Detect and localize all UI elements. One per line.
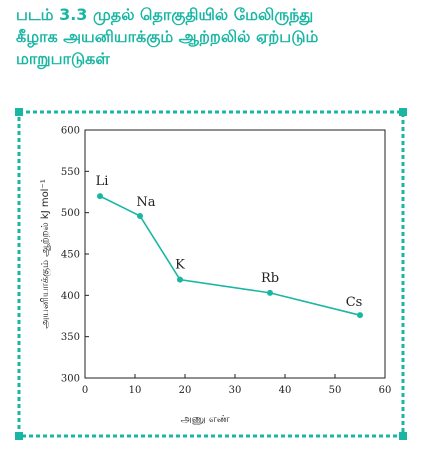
x-tick-label: 10	[129, 385, 142, 396]
frame-corner-tl	[15, 108, 23, 116]
y-axis-title: அயனியாக்கும் ஆற்றல் kJ mol⁻¹	[40, 179, 52, 328]
caption-line-1: படம் 3.3 முதல் தொகுதியில் மேலிருந்து	[16, 5, 314, 24]
x-tick-label: 20	[179, 385, 192, 396]
data-point	[97, 193, 103, 200]
data-point	[137, 212, 143, 219]
frame-corner-bl	[15, 432, 23, 440]
y-tick-label: 600	[61, 126, 80, 137]
x-tick-label: 50	[329, 385, 342, 396]
y-tick-label: 550	[61, 167, 80, 178]
data-point	[357, 312, 363, 319]
data-point	[267, 289, 273, 296]
caption-line-2: கீழாக அயனியாக்கும் ஆற்றலில் ஏற்படும்	[16, 27, 319, 46]
y-axis: 300 350 400 450 500 550 600	[61, 126, 89, 385]
point-label: Li	[96, 174, 109, 189]
x-tick-label: 40	[279, 385, 292, 396]
y-tick-label: 450	[61, 250, 80, 261]
figure-caption: படம் 3.3 முதல் தொகுதியில் மேலிருந்து கீழ…	[16, 4, 416, 70]
y-tick-label: 300	[61, 374, 80, 385]
frame-corner-tr	[399, 108, 407, 116]
y-tick-label: 500	[61, 208, 80, 219]
x-axis: 0 10 20 30 40 50 60	[82, 374, 392, 396]
point-label: Cs	[346, 295, 363, 310]
data-points	[97, 193, 363, 319]
y-tick-label: 350	[61, 332, 80, 343]
x-tick-label: 60	[379, 385, 392, 396]
point-label: Rb	[261, 271, 279, 286]
plot-border	[84, 129, 386, 379]
plot-area: 300 350 400 450 500 550 600 0 10 20 30 40 50 60 Li Na…	[61, 126, 391, 397]
point-labels: Li Na K Rb Cs	[96, 174, 363, 310]
data-point	[177, 276, 183, 283]
frame-border	[17, 110, 405, 438]
point-label: K	[175, 258, 185, 273]
x-tick-label: 30	[229, 385, 242, 396]
y-tick-label: 400	[61, 291, 80, 302]
point-label: Na	[136, 195, 155, 210]
x-tick-label: 0	[82, 385, 88, 396]
caption-line-3: மாறுபாடுகள்	[16, 49, 110, 68]
x-axis-title: அணு எண்	[181, 414, 230, 425]
frame-corner-br	[399, 432, 407, 440]
